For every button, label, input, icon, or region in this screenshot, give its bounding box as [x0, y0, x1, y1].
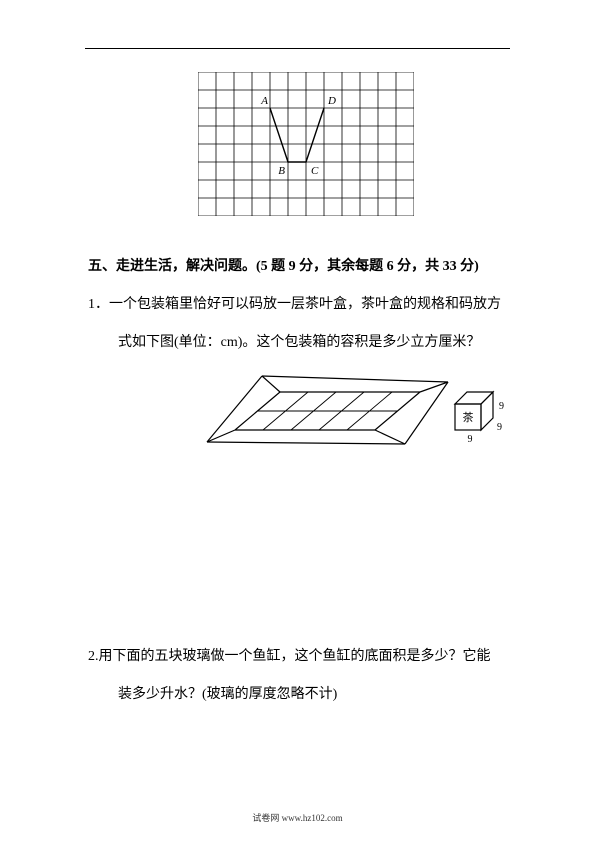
svg-text:9: 9	[499, 401, 504, 412]
svg-text:A: A	[260, 95, 268, 107]
page: A B C D 五、走进生活，解决问题。(5 题 9 分，其余每题 6 分，共 33 …	[0, 0, 595, 842]
footer: 试卷网 www.hz102.com	[0, 811, 595, 824]
top-horizontal-rule	[85, 48, 510, 49]
q2-line2: 装多少升水？(玻璃的厚度忽略不计)	[118, 684, 508, 706]
grid-svg: A B C D	[198, 72, 414, 216]
q2-line1: 2.用下面的五块玻璃做一个鱼缸，这个鱼缸的底面积是多少？它能	[88, 646, 508, 668]
grid-diagram: A B C D	[198, 72, 414, 221]
svg-text:C: C	[311, 165, 319, 177]
q1-line1: 1．一个包装箱里恰好可以码放一层茶叶盒，茶叶盒的规格和码放方	[88, 294, 508, 316]
svg-text:D: D	[327, 95, 336, 107]
section-five-heading: 五、走进生活，解决问题。(5 题 9 分，其余每题 6 分，共 33 分)	[88, 256, 479, 278]
svg-text:茶: 茶	[463, 411, 474, 424]
box-svg: 茶 9 9 9	[200, 352, 510, 472]
footer-site-label: 试卷网	[252, 813, 279, 823]
svg-text:9: 9	[497, 422, 502, 433]
box-diagram: 茶 9 9 9	[200, 352, 510, 477]
svg-text:9: 9	[468, 434, 473, 445]
svg-text:B: B	[278, 165, 285, 177]
footer-url: www.hz102.com	[282, 813, 343, 823]
